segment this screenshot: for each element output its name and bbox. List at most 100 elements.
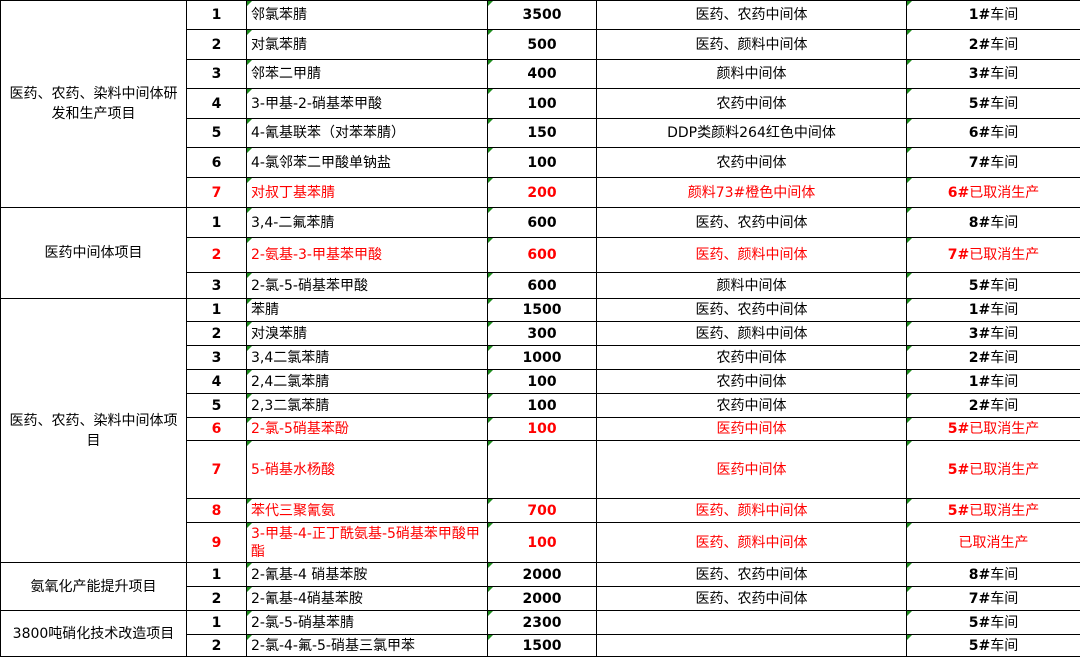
cell-indicator-icon [488,418,493,423]
cell-indicator-icon [907,148,912,153]
workshop: 5#车间 [906,272,1080,299]
table-row: 3800吨硝化技术改造项目 1 2-氯-5-硝基苯腈 2300 5#车间 [0,610,1080,657]
cell-indicator-icon [488,635,493,640]
capacity: 1000 [487,345,597,370]
workshop: 6#已取消生产 [906,177,1080,208]
cell-indicator-icon [247,1,252,6]
product-name: 苯代三聚氰氨 [246,498,488,523]
workshop: 7#车间 [906,586,1080,611]
workshop: 5#已取消生产 [906,440,1080,499]
usage: 颜料中间体 [596,59,907,89]
product-name: 3,4二氯苯腈 [246,345,488,370]
cell-indicator-icon [247,178,252,183]
product-name: 4-氰基联苯（对苯苯腈） [246,118,488,148]
cell-indicator-icon [247,346,252,351]
cell-indicator-icon [247,587,252,592]
cell-indicator-icon [247,611,252,616]
product-name: 邻苯二甲腈 [246,59,488,89]
capacity: 2000 [487,586,597,611]
cell-indicator-icon [907,635,912,640]
table-row: 2 2-氯-4-氟-5-硝基三氯甲苯 1500 5#车间 [1,634,1080,657]
cell-indicator-icon [247,148,252,153]
cell-indicator-icon [907,418,912,423]
row-number: 1 [186,0,247,30]
cell-indicator-icon [247,635,252,640]
table-row: 5 2,3二氯苯腈 100 农药中间体 2#车间 [1,393,1080,418]
table-row: 2 对溴苯腈 300 医药、颜料中间体 3#车间 [1,321,1080,346]
row-number: 5 [186,118,247,148]
workshop: 8#车间 [906,562,1080,587]
product-name: 2,3二氯苯腈 [246,393,488,418]
cell-indicator-icon [907,370,912,375]
capacity: 200 [487,177,597,208]
usage: 颜料中间体 [596,272,907,299]
cell-indicator-icon [247,418,252,423]
cell-indicator-icon [488,273,493,278]
cell-indicator-icon [488,523,493,528]
capacity [487,440,597,499]
workshop: 5#已取消生产 [906,417,1080,441]
cell-indicator-icon [488,370,493,375]
capacity: 2000 [487,562,597,587]
row-number: 2 [186,237,247,273]
workshop: 8#车间 [906,207,1080,238]
cell-indicator-icon [488,208,493,213]
product-name: 4-氯邻苯二甲酸单钠盐 [246,147,488,178]
capacity: 150 [487,118,597,148]
group-label: 医药中间体项目 [0,207,187,299]
cell-indicator-icon [907,322,912,327]
cell-indicator-icon [488,611,493,616]
usage: 医药、农药中间体 [596,562,907,587]
cell-indicator-icon [488,299,493,304]
cell-indicator-icon [488,60,493,65]
table-row: 7 对叔丁基苯腈 200 颜料73#橙色中间体 6#已取消生产 [1,177,1080,208]
row-number: 6 [186,147,247,178]
usage: 医药、颜料中间体 [596,498,907,523]
capacity: 100 [487,522,597,563]
cell-indicator-icon [488,346,493,351]
cell-indicator-icon [907,60,912,65]
product-name: 2-氨基-3-甲基苯甲酸 [246,237,488,273]
row-number: 1 [186,562,247,587]
cell-indicator-icon [907,30,912,35]
cell-indicator-icon [488,322,493,327]
cell-indicator-icon [247,60,252,65]
usage: 农药中间体 [596,147,907,178]
capacity: 1500 [487,298,597,322]
cell-indicator-icon [907,119,912,124]
row-number: 9 [186,522,247,563]
cell-indicator-icon [907,299,912,304]
workshop: 2#车间 [906,29,1080,60]
product-name: 5-硝基水杨酸 [246,440,488,499]
usage: 颜料73#橙色中间体 [596,177,907,208]
row-number: 7 [186,177,247,208]
product-name: 2-氰基-4硝基苯胺 [246,586,488,611]
cell-indicator-icon [907,89,912,94]
usage: 农药中间体 [596,345,907,370]
product-name: 邻氯苯腈 [246,0,488,30]
cell-indicator-icon [907,178,912,183]
capacity: 100 [487,88,597,119]
workshop: 3#车间 [906,59,1080,89]
table-row: 2 对氯苯腈 500 医药、颜料中间体 2#车间 [1,29,1080,60]
cell-indicator-icon [247,299,252,304]
usage [596,634,907,657]
table-row: 3 邻苯二甲腈 400 颜料中间体 3#车间 [1,59,1080,89]
cell-indicator-icon [247,563,252,568]
cell-indicator-icon [488,587,493,592]
row-number: 3 [186,59,247,89]
row-number: 3 [186,345,247,370]
cell-indicator-icon [907,1,912,6]
cell-indicator-icon [488,89,493,94]
capacity: 600 [487,207,597,238]
cell-indicator-icon [907,499,912,504]
product-name: 2-氯-5-硝基苯腈 [246,610,488,635]
row-number: 1 [186,298,247,322]
cell-indicator-icon [247,30,252,35]
cell-indicator-icon [488,563,493,568]
capacity: 1500 [487,634,597,657]
usage: 医药、颜料中间体 [596,237,907,273]
cell-indicator-icon [907,346,912,351]
row-number: 4 [186,369,247,394]
